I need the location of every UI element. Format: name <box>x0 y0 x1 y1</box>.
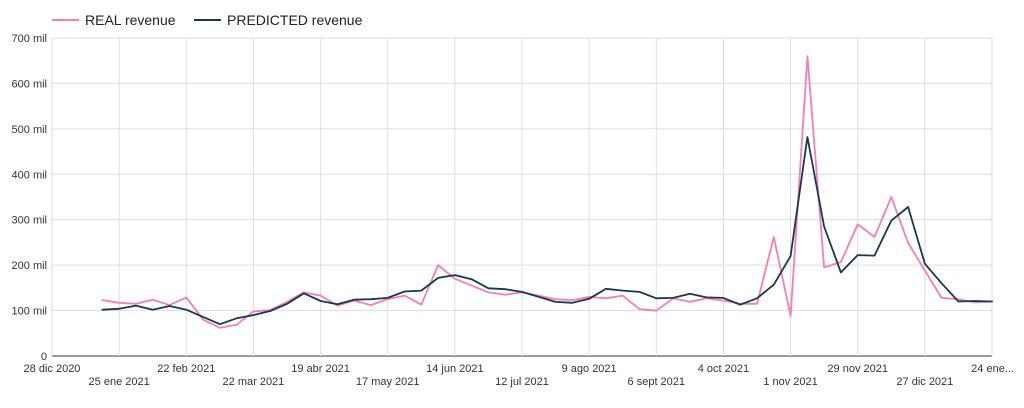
series-line-predicted-revenue <box>101 136 993 326</box>
x-tick-label: 6 sept 2021 <box>628 376 686 388</box>
y-axis-ticks: 0 100 mil 200 mil 300 mil 400 mil 500 mil 600 … <box>12 33 47 363</box>
y-tick-label: 0 <box>41 351 47 363</box>
y-tick-label: 200 mil <box>12 260 47 272</box>
x-tick-label: 9 ago 2021 <box>562 363 617 375</box>
x-tick-label: 22 feb 2021 <box>157 363 215 375</box>
series-lines <box>101 55 993 329</box>
y-tick-label: 100 mil <box>12 306 47 318</box>
x-tick-label: 17 may 2021 <box>356 376 420 388</box>
series-line-real-revenue <box>101 55 993 329</box>
x-tick-label: 29 nov 2021 <box>827 363 888 375</box>
y-tick-label: 300 mil <box>12 215 47 227</box>
grid <box>51 37 993 357</box>
legend: REAL revenue PREDICTED revenue <box>52 12 363 28</box>
x-tick-label: 28 dic 2020 <box>24 363 81 375</box>
x-tick-label: 25 ene 2021 <box>89 376 150 388</box>
x-axis-ticks: 28 dic 2020 25 ene 2021 22 feb 2021 22 mar … <box>24 363 1014 388</box>
x-tick-label: 12 jul 2021 <box>495 376 549 388</box>
legend-label-predicted-revenue: PREDICTED revenue <box>227 12 363 28</box>
x-tick-label: 4 oct 2021 <box>698 363 749 375</box>
x-tick-label: 14 jun 2021 <box>426 363 484 375</box>
y-tick-label: 400 mil <box>12 169 47 181</box>
x-tick-label: 22 mar 2021 <box>223 376 285 388</box>
y-tick-label: 700 mil <box>12 33 47 45</box>
x-tick-label: 24 ene... <box>971 363 1014 375</box>
legend-label-real-revenue: REAL revenue <box>85 12 176 28</box>
y-tick-label: 500 mil <box>12 124 47 136</box>
x-tick-label: 19 abr 2021 <box>291 363 350 375</box>
y-tick-label: 600 mil <box>12 78 47 90</box>
x-tick-label: 27 dic 2021 <box>896 376 953 388</box>
x-tick-label: 1 nov 2021 <box>763 376 817 388</box>
